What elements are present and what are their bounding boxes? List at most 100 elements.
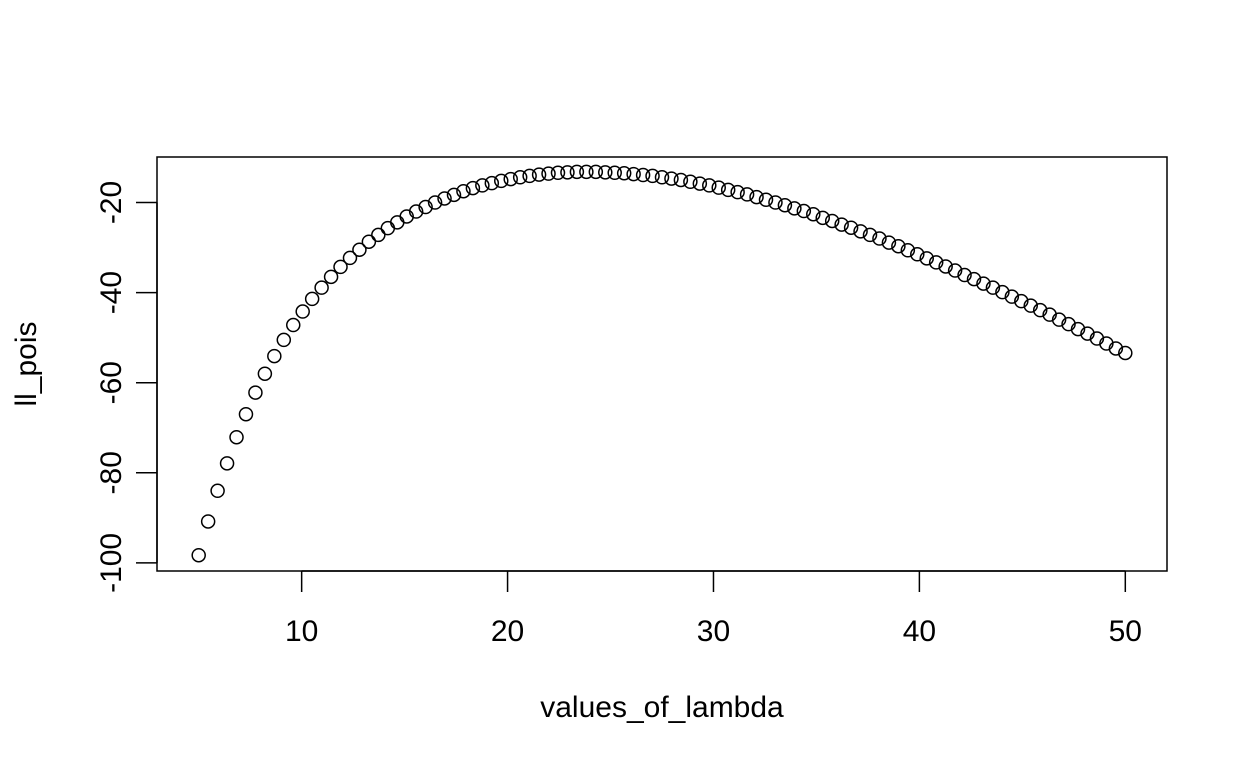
data-point bbox=[938, 259, 953, 274]
data-point bbox=[408, 204, 424, 219]
data-point bbox=[446, 187, 462, 203]
data-point bbox=[739, 187, 755, 202]
data-point bbox=[229, 429, 244, 445]
data-point bbox=[919, 251, 934, 266]
data-point bbox=[881, 235, 897, 250]
x-tick-label: 30 bbox=[697, 615, 730, 648]
data-point bbox=[314, 280, 329, 295]
data-point bbox=[371, 227, 386, 243]
data-point bbox=[673, 172, 689, 188]
data-point bbox=[286, 317, 301, 333]
data-point bbox=[295, 304, 310, 319]
data-point bbox=[484, 175, 500, 191]
x-tick-label: 20 bbox=[491, 615, 524, 648]
data-point bbox=[456, 183, 471, 199]
data-point bbox=[588, 164, 604, 180]
x-tick-label: 10 bbox=[285, 615, 318, 648]
data-point bbox=[238, 406, 254, 422]
data-point bbox=[645, 168, 660, 184]
data-point bbox=[267, 348, 282, 364]
data-points bbox=[191, 164, 1133, 563]
data-point bbox=[787, 201, 802, 216]
data-point bbox=[796, 203, 812, 219]
data-point bbox=[985, 280, 1001, 295]
data-point bbox=[427, 195, 443, 210]
data-point bbox=[702, 178, 717, 193]
data-point bbox=[1108, 341, 1124, 356]
data-point bbox=[749, 189, 764, 205]
data-point bbox=[522, 168, 537, 184]
data-point bbox=[579, 164, 594, 180]
data-point bbox=[200, 514, 216, 529]
data-point bbox=[1051, 312, 1067, 327]
data-point bbox=[361, 234, 377, 249]
data-point bbox=[635, 167, 651, 183]
data-point bbox=[862, 227, 878, 243]
data-point bbox=[683, 174, 698, 190]
data-point bbox=[304, 291, 320, 307]
data-point bbox=[352, 242, 367, 258]
y-tick-label: -20 bbox=[95, 181, 128, 224]
data-point bbox=[219, 456, 235, 471]
data-point bbox=[494, 173, 509, 189]
data-point bbox=[541, 166, 556, 181]
data-point bbox=[475, 178, 490, 193]
data-point bbox=[995, 284, 1010, 300]
data-point bbox=[333, 259, 348, 275]
data-point bbox=[342, 250, 358, 266]
data-point bbox=[560, 165, 575, 180]
y-axis-label: ll_pois bbox=[10, 321, 43, 406]
x-axis-label: values_of_lambda bbox=[540, 691, 784, 724]
data-point bbox=[210, 483, 225, 499]
data-point bbox=[1023, 298, 1038, 313]
data-point bbox=[664, 171, 679, 186]
y-tick-label: -40 bbox=[95, 271, 128, 314]
data-point bbox=[323, 269, 339, 285]
data-point bbox=[910, 247, 925, 262]
y-axis: -100 -80 -60 -40 -20 bbox=[95, 181, 158, 593]
data-point bbox=[569, 164, 585, 180]
data-point bbox=[1014, 293, 1029, 309]
x-axis: 10 20 30 40 50 bbox=[285, 570, 1142, 648]
data-point bbox=[966, 271, 982, 287]
data-point bbox=[550, 165, 566, 181]
data-point bbox=[626, 166, 641, 182]
data-point bbox=[928, 255, 944, 270]
y-tick-label: -80 bbox=[95, 451, 128, 494]
data-point bbox=[607, 165, 622, 181]
data-point bbox=[872, 231, 887, 246]
data-point bbox=[1118, 345, 1133, 361]
data-point bbox=[853, 224, 868, 239]
data-point bbox=[503, 171, 518, 187]
data-point bbox=[711, 180, 726, 195]
x-tick-label: 50 bbox=[1109, 615, 1142, 648]
data-point bbox=[418, 199, 433, 215]
data-point bbox=[777, 197, 793, 213]
data-point bbox=[692, 176, 708, 191]
data-point bbox=[437, 191, 452, 206]
data-point bbox=[1032, 302, 1048, 318]
data-point bbox=[815, 210, 830, 226]
x-tick-label: 40 bbox=[903, 615, 936, 648]
y-tick-label: -100 bbox=[95, 533, 128, 593]
data-point bbox=[891, 238, 906, 254]
data-point bbox=[957, 267, 972, 283]
data-point bbox=[512, 170, 528, 185]
data-point bbox=[1070, 321, 1086, 337]
data-point bbox=[947, 263, 963, 278]
data-point bbox=[806, 206, 821, 222]
data-point bbox=[843, 220, 859, 235]
data-point bbox=[1004, 289, 1020, 304]
data-point bbox=[834, 217, 849, 232]
data-point bbox=[768, 195, 783, 210]
data-point bbox=[399, 209, 414, 224]
y-tick-label: -60 bbox=[95, 361, 128, 404]
data-point bbox=[900, 243, 916, 258]
data-point bbox=[730, 184, 745, 200]
data-point bbox=[531, 167, 547, 182]
data-point bbox=[616, 165, 632, 181]
data-point bbox=[758, 192, 774, 208]
data-point bbox=[257, 366, 273, 381]
